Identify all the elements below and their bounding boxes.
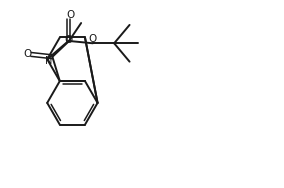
Text: O: O [23, 49, 32, 58]
Text: O: O [67, 10, 75, 20]
Text: O: O [64, 35, 73, 45]
Text: O: O [89, 34, 97, 44]
Text: N: N [45, 56, 53, 66]
